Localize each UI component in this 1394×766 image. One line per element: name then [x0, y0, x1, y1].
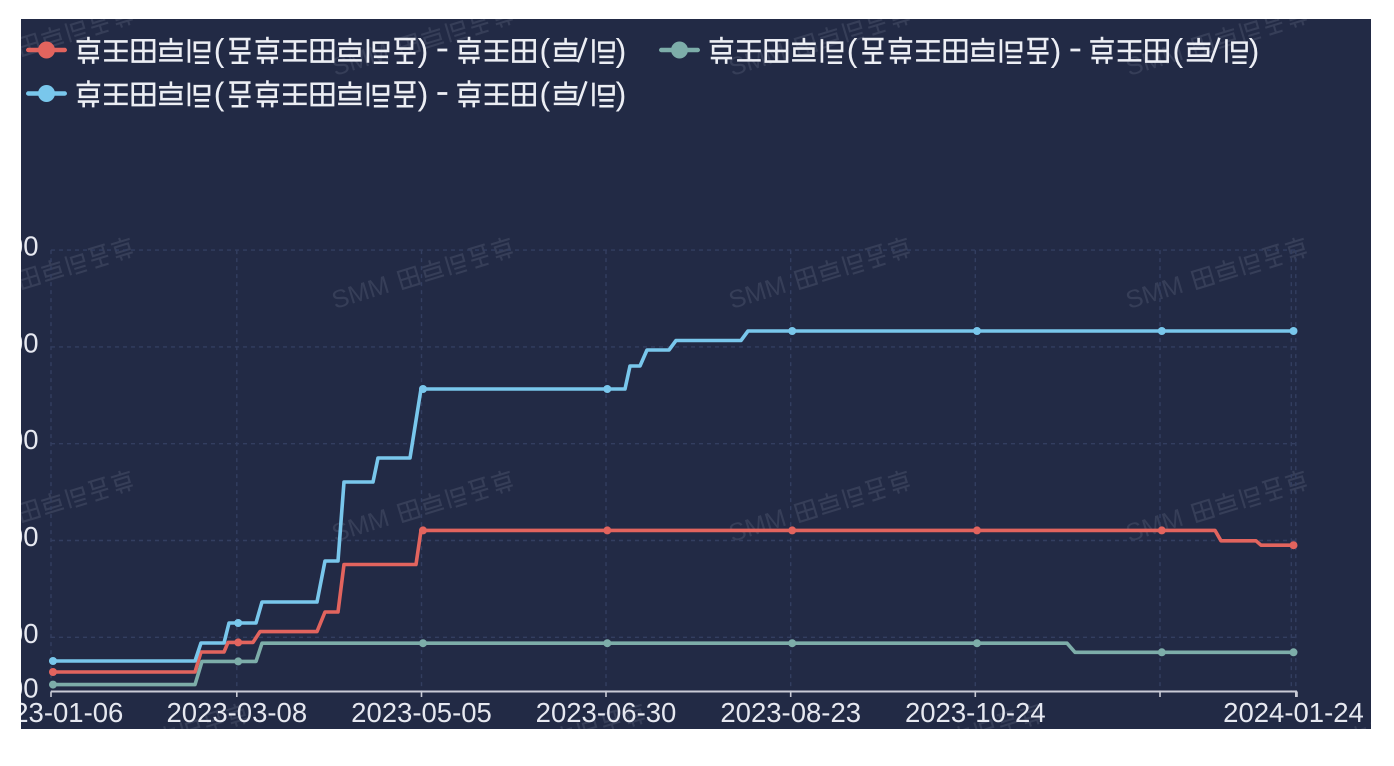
svg-text:2024-01-24: 2024-01-24: [1223, 697, 1364, 728]
svg-text:00: 00: [8, 673, 39, 704]
svg-text:(: (: [540, 32, 551, 68]
svg-text:00: 00: [8, 230, 39, 261]
svg-text:2023-10-24: 2023-10-24: [905, 697, 1046, 728]
svg-text:): ): [616, 32, 627, 68]
svg-text:00: 00: [8, 424, 39, 455]
svg-text:(: (: [1173, 32, 1184, 68]
svg-text:00: 00: [8, 618, 39, 649]
svg-text:): ): [1051, 32, 1062, 68]
svg-text:00: 00: [8, 521, 39, 552]
svg-text:(: (: [214, 76, 225, 112]
svg-text:(: (: [214, 32, 225, 68]
svg-text:): ): [1249, 32, 1260, 68]
svg-text:2023-03-08: 2023-03-08: [166, 697, 307, 728]
svg-text:00: 00: [8, 327, 39, 358]
svg-text:2023-01-06: 2023-01-06: [0, 697, 123, 728]
svg-text:2023-08-23: 2023-08-23: [720, 697, 861, 728]
svg-text:2023-05-05: 2023-05-05: [351, 697, 492, 728]
svg-text:2023-06-30: 2023-06-30: [536, 697, 677, 728]
svg-text:): ): [418, 76, 429, 112]
svg-text:(: (: [540, 76, 551, 112]
svg-text:(: (: [847, 32, 858, 68]
svg-text:): ): [418, 32, 429, 68]
svg-text:): ): [616, 76, 627, 112]
